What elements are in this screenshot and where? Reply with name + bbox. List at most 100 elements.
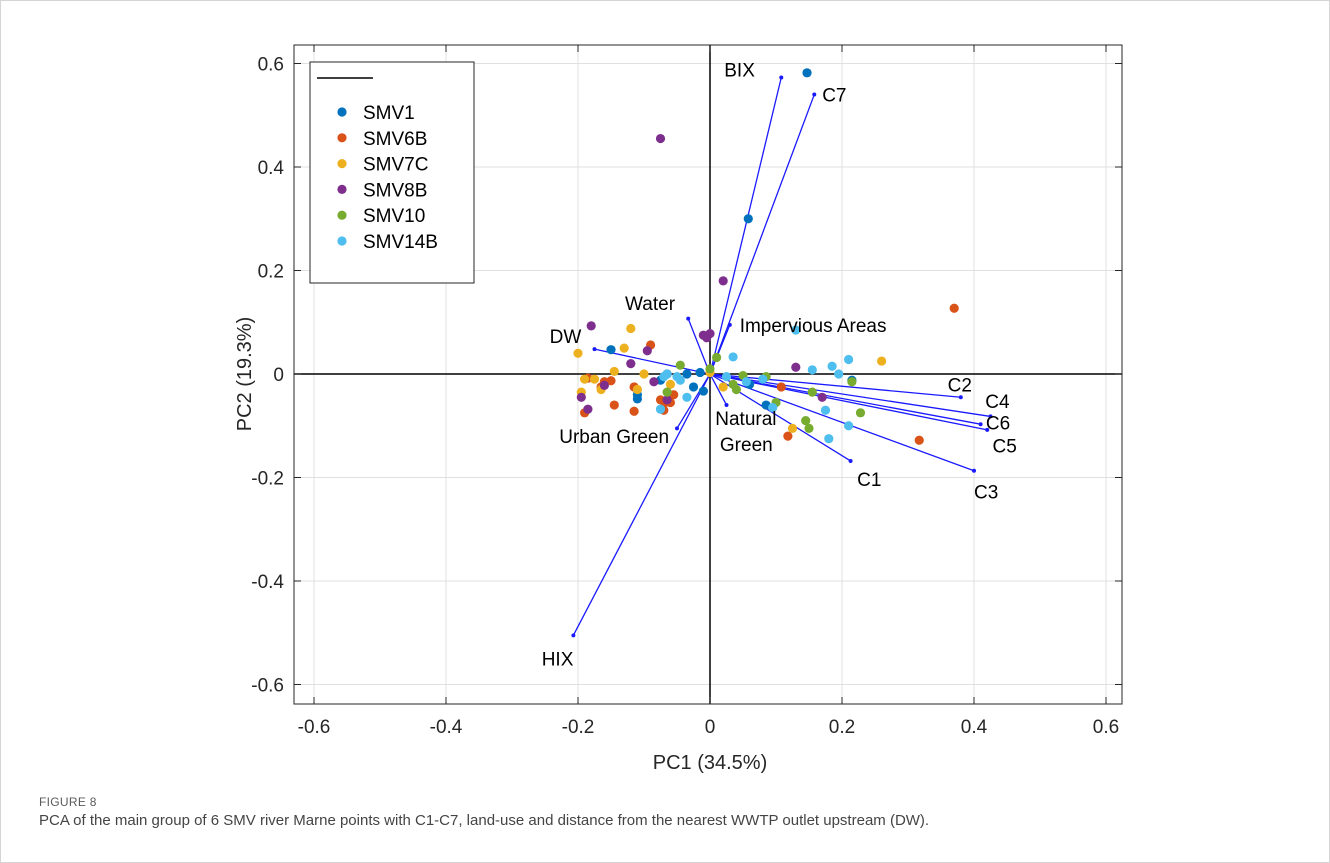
series-smv8b	[576, 133, 827, 414]
data-point	[718, 382, 728, 392]
x-tick-label: 0.6	[1093, 717, 1119, 738]
data-point	[741, 377, 751, 387]
vector-label: C1	[857, 470, 881, 491]
legend-box	[309, 61, 475, 284]
vector-c5	[709, 373, 988, 431]
y-tick-label: 0.4	[258, 158, 285, 179]
vector-tip	[978, 422, 983, 427]
data-point	[705, 329, 715, 339]
y-tick-label: 0.6	[258, 55, 284, 76]
data-point	[804, 423, 814, 433]
vector-label: Green	[720, 435, 773, 456]
vector-tip	[988, 414, 993, 419]
vector-label: C6	[986, 414, 1010, 435]
y-axis-label: PC2 (19.3%)	[234, 317, 256, 432]
data-point	[721, 371, 732, 382]
data-point	[791, 362, 801, 372]
vector-tip	[675, 426, 679, 431]
y-tick-label: 0.2	[258, 262, 284, 283]
data-point	[642, 346, 652, 356]
vector-label: Natural	[715, 409, 776, 430]
data-point	[629, 406, 639, 416]
vector-bix	[709, 77, 782, 375]
y-tick-label: -0.6	[251, 676, 284, 697]
data-point	[589, 374, 600, 384]
data-point	[583, 404, 593, 414]
data-point	[675, 360, 685, 370]
data-point	[649, 377, 659, 387]
data-point	[718, 276, 728, 286]
data-point	[758, 374, 768, 384]
data-point	[662, 395, 672, 405]
data-point	[609, 400, 619, 410]
figure-label: FIGURE 8	[39, 795, 97, 809]
data-point	[949, 303, 959, 313]
data-point	[586, 321, 596, 331]
vector-label: BIX	[724, 61, 755, 82]
data-point	[855, 408, 866, 418]
y-tick-label: -0.4	[251, 572, 284, 593]
legend-marker	[337, 236, 347, 246]
x-tick-label: 0	[705, 717, 716, 738]
data-point	[662, 369, 672, 379]
data-point	[580, 374, 590, 384]
vector-c7	[709, 94, 815, 375]
legend-marker	[337, 107, 347, 117]
legend-marker	[337, 133, 347, 143]
data-point	[619, 343, 629, 353]
vector-tip	[779, 75, 784, 80]
vector-tip	[727, 322, 732, 327]
data-point	[820, 405, 831, 415]
data-point	[776, 382, 786, 392]
data-point	[705, 364, 715, 374]
vector-tip	[812, 92, 817, 97]
data-point	[807, 387, 817, 397]
legend-marker	[337, 184, 347, 194]
score-points	[573, 68, 959, 445]
data-point	[655, 133, 666, 144]
data-point	[688, 382, 699, 392]
x-tick-label: 0.4	[961, 717, 988, 738]
data-point	[807, 365, 817, 375]
data-point	[801, 415, 811, 426]
data-point	[606, 376, 616, 386]
data-point	[847, 377, 857, 387]
data-point	[827, 361, 837, 371]
vector-label: C5	[992, 436, 1016, 457]
data-point	[639, 369, 649, 379]
vector-tip	[592, 347, 597, 352]
data-point	[599, 380, 610, 390]
vector-c4	[709, 373, 991, 418]
vector-tip	[571, 633, 576, 638]
data-point	[682, 369, 692, 379]
legend-marker	[337, 159, 347, 169]
data-point	[632, 394, 643, 404]
legend-marker	[337, 210, 347, 220]
vector-c2	[709, 373, 961, 398]
data-point	[787, 423, 798, 433]
data-point	[672, 371, 682, 382]
vector-c6	[709, 373, 981, 425]
data-point	[662, 387, 672, 397]
y-tick-label: 0	[273, 365, 284, 386]
vector-label: DW	[550, 327, 582, 348]
data-point	[606, 345, 616, 355]
data-point	[682, 392, 692, 402]
tick-labels: -0.6 -0.4 -0.2 0 0.2 0.4 0.6 -0.6 -0.4 -0.2 0 0.2 0.…	[251, 55, 1119, 739]
data-point	[817, 392, 827, 402]
legend-entry: SMV8B	[363, 180, 427, 201]
data-point	[844, 421, 854, 431]
vector-tip	[724, 403, 729, 408]
vector-label: Water	[625, 294, 676, 315]
vector-urban-green	[676, 373, 711, 429]
x-tick-label: -0.4	[430, 717, 463, 738]
legend-entry: SMV14B	[363, 232, 438, 253]
data-point	[877, 356, 887, 366]
vector-natural	[709, 373, 728, 406]
series-smv14b	[655, 325, 854, 444]
x-tick-label: 0.2	[829, 717, 855, 738]
vector-label: Urban Green	[559, 427, 669, 448]
